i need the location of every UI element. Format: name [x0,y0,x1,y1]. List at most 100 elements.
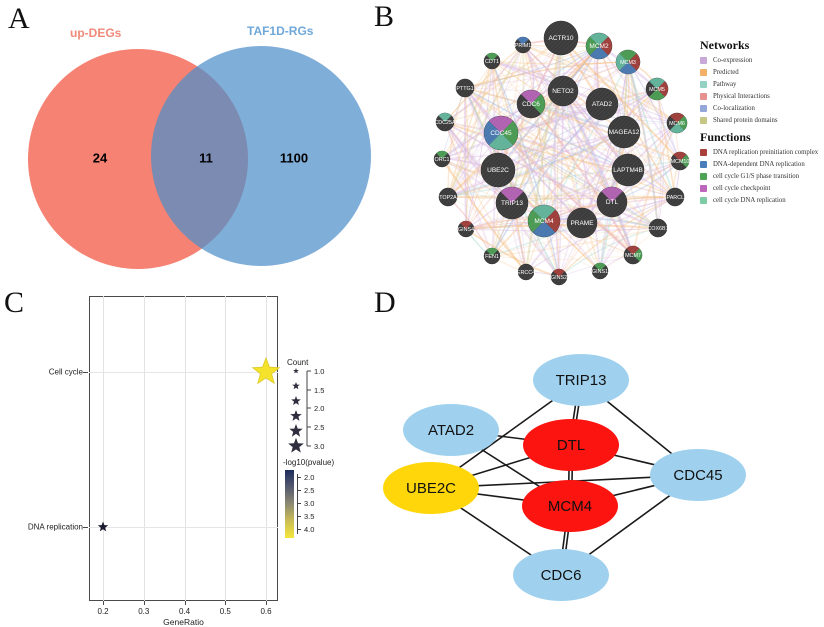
venn-right-circle [151,46,371,266]
networks-legend-label: Predicted [713,69,739,76]
network-node-label: MCM10 [671,159,690,165]
pvalue-legend-title: -log10(pvalue) [283,458,335,467]
network-node-label: GINS2 [551,275,567,281]
network-node-label: TOP2A [439,195,457,201]
x-tick-mark [184,601,186,605]
venn-right-count: 1100 [279,150,309,166]
network-node-label: PRIM1 [515,43,531,49]
panel-c-label: C [4,286,25,319]
network-node-label: DTL [606,199,619,206]
networks-legend-swatch [700,117,707,124]
network-node-label: GINS1 [592,269,608,275]
colorbar-bracket [297,474,298,534]
functions-legend-label: DNA-dependent DNA replication [713,161,805,168]
network-node-label: ATAD2 [592,101,612,108]
hub-node-label: ATAD2 [428,422,474,439]
network-node-label: UBE2C [487,167,509,174]
network-node-label: MCM2 [589,43,609,50]
functions-legend-label: cell cycle checkpoint [713,185,771,192]
x-tick-label: 0.6 [260,607,272,616]
gridline-horizontal [89,527,278,528]
functions-legend-swatch [700,185,707,192]
networks-legend-label: Shared protein domains [713,117,778,124]
hub-node-label: TRIP13 [556,372,607,389]
functions-legend-title: Functions [700,130,751,144]
venn-left-set-label: up-DEGs [70,26,122,40]
functions-legend-item: DNA-dependent DNA replication [700,161,822,168]
network-node-label: MCM3 [620,60,636,66]
colorbar-tick-label: 3.5 [304,512,315,521]
functions-legend-swatch [700,197,707,204]
colorbar-tick-label: 2.0 [304,473,315,482]
gridline-vertical [184,296,186,601]
networks-legend-swatch [700,81,707,88]
network-node-label: COX6B1 [647,226,668,232]
network-b-legend: Networks Co-expression Predicted Pathway Ph… [700,38,822,209]
networks-legend-swatch [700,69,707,76]
network-node-label: TRIP13 [501,200,523,207]
network-node-label: ORC1 [435,157,450,163]
networks-legend-swatch [700,57,707,64]
functions-legend-items: DNA replication preinitiation complex DNA… [700,149,822,204]
network-node-label: LAPTM4B [613,167,643,174]
count-legend-tick: 2.0 [314,404,324,413]
y-tick-mark [83,527,88,528]
venn-left-count: 24 [92,150,108,166]
network-node-label: CDC6 [522,101,540,108]
networks-legend-item: Co-localization [700,105,822,112]
colorbar-tick [297,529,301,530]
network-node-label: MAGEA12 [609,129,640,136]
x-tick-mark [266,601,267,605]
gridline-vertical [103,296,104,601]
colorbar-tick [297,516,301,517]
networks-legend-item: Co-expression [700,57,822,64]
functions-legend-swatch [700,149,707,156]
dotplot-plot-area [89,296,278,601]
functions-legend-label: cell cycle DNA replication [713,197,786,204]
networks-legend-label: Co-localization [713,105,755,112]
network-node-label: PTTG1 [456,86,473,92]
panel-b-label: B [374,0,395,33]
networks-legend-swatch [700,93,707,100]
network-node-label: CDT1 [485,59,499,65]
colorbar-tick-label: 2.5 [304,486,315,495]
x-axis-title: GeneRatio [163,617,204,627]
functions-legend-swatch [700,173,707,180]
functions-legend-label: DNA replication preinitiation complex [713,149,819,156]
gridline-vertical [266,296,267,601]
network-b-nodes: ACTR10 MCM2 NETO2 CDC6 ATAD2 MAGEA12 CDC45 UBE2… [433,20,690,286]
networks-legend-swatch [700,105,707,112]
pvalue-colorbar-gradient [285,470,294,538]
networks-legend-item: Pathway [700,81,822,88]
networks-legend-item: Physical Interactions [700,93,822,100]
network-node-label: ACTR10 [549,35,574,42]
gridline-horizontal [89,372,278,373]
networks-legend-label: Physical Interactions [713,93,770,100]
y-tick-mark [83,372,88,373]
colorbar-tick-label: 4.0 [304,525,315,534]
hub-node-label: CDC45 [673,467,722,484]
count-legend-tick: 1.0 [314,367,324,376]
functions-legend-item: cell cycle checkpoint [700,185,822,192]
network-node-label: SPARCL1 [663,195,687,201]
colorbar-tick [297,503,301,504]
venn-overlap-count: 11 [199,150,213,166]
count-legend-tick: 2.5 [314,423,324,432]
gridline-vertical [225,296,227,601]
hub-node-label: UBE2C [406,480,456,497]
x-tick-label: 0.4 [178,607,191,616]
functions-legend-swatch [700,161,707,168]
network-node-label: MCM5 [649,87,665,93]
count-legend-tick: 3.0 [314,442,324,451]
colorbar-tick [297,477,301,478]
functions-legend-item: cell cycle G1/S phase transition [700,173,822,180]
hub-node-label: CDC6 [541,567,582,584]
hub-node-label: DTL [557,437,585,454]
colorbar-tick-label: 3.0 [304,499,315,508]
count-legend-title: Count [287,358,309,367]
network-node-label: MCM7 [625,253,641,259]
panel-d-label: D [374,286,396,319]
network-node-label: PRAME [570,220,594,227]
network-d-nodes: TRIP13 ATAD2 DTL CDC45 UBE2C MCM4 CDC6 [383,354,746,601]
